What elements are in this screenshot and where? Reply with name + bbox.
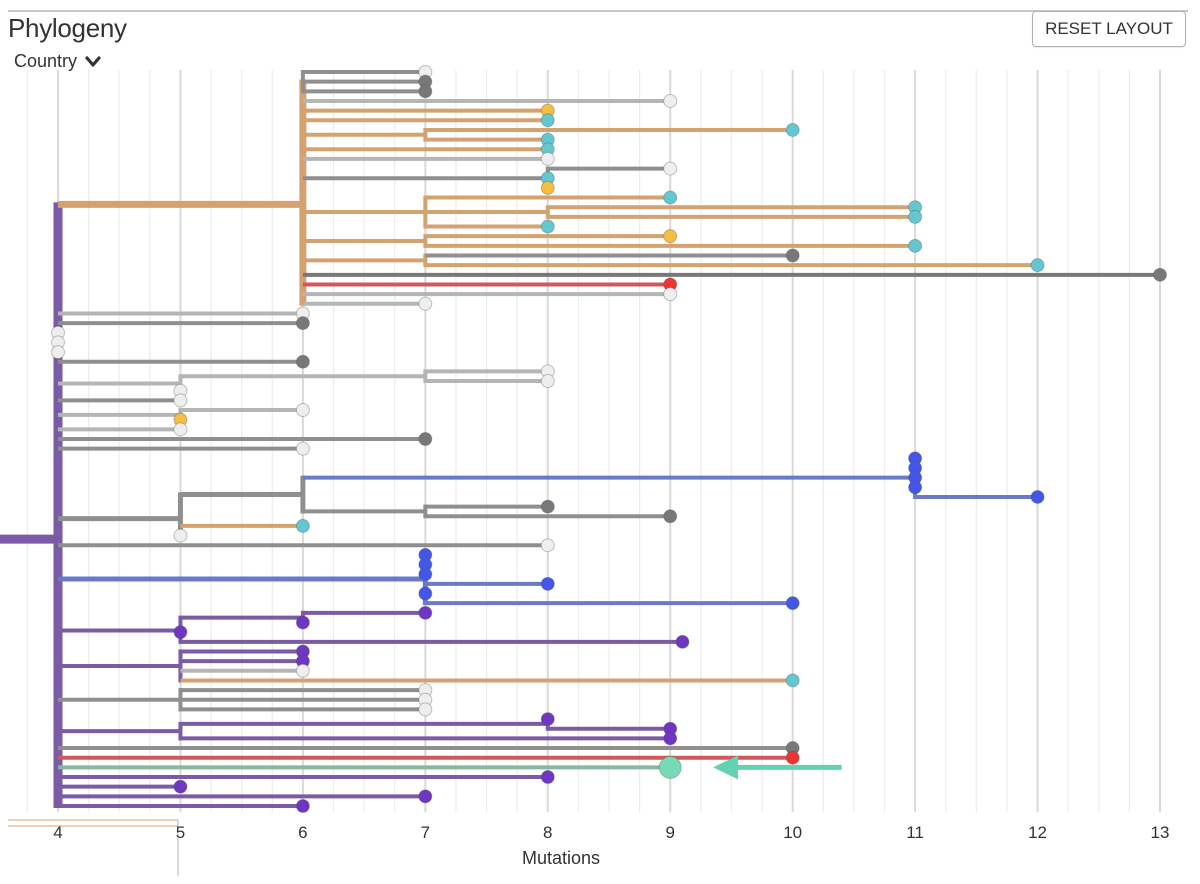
tip-node [908,480,923,495]
tip-node [663,731,678,746]
tip-node [540,576,555,591]
tip-node [785,248,800,263]
highlight-arrow-head [713,755,739,780]
x-axis-title: Mutations [522,848,600,868]
x-tick-label: 12 [1028,823,1047,842]
color-by-dropdown[interactable]: Country [14,51,101,72]
tip-node [908,209,923,224]
tip-node [173,779,188,794]
tip-node [785,596,800,611]
tip-node [663,229,678,244]
x-tick-label: 9 [665,823,674,842]
tip-node [540,151,555,166]
tip-node [295,441,310,456]
tip-node [1153,267,1167,282]
tip-node [663,93,678,108]
reset-layout-button[interactable]: RESET LAYOUT [1032,11,1186,47]
tip-node [663,287,678,302]
tip-node [295,615,310,630]
tip-node [540,712,555,727]
branches [0,70,1160,808]
tip-node [540,113,555,128]
tip-node [785,750,800,765]
panel-title: Phylogeny [8,13,127,43]
tip-node [295,403,310,418]
tip-node [418,702,433,717]
tip-node [295,518,310,533]
tip-node [658,755,682,779]
tip-node [540,499,555,514]
tip-node [663,190,678,205]
x-tick-label: 13 [1151,823,1170,842]
tip-node [173,625,188,640]
tip-node [908,238,923,253]
tip-node [540,538,555,553]
tip-node [675,634,690,649]
tip-node [418,567,433,582]
tip-node [418,432,433,446]
tip-node [418,789,433,804]
tip-node [295,799,310,813]
tip-node [785,673,800,688]
x-tick-label: 10 [783,823,802,842]
x-tick-label: 4 [53,823,62,842]
chevron-down-icon [85,55,101,67]
tip-node [418,84,433,99]
x-tick-label: 7 [421,823,430,842]
tip-node [418,586,433,601]
tip-node [1030,258,1045,273]
color-by-label: Country [14,51,78,71]
tip-node [1030,489,1045,504]
x-tick-label: 11 [906,823,924,842]
tip-node [418,605,433,620]
top-divider [8,10,1188,12]
tip-node [173,528,188,543]
overlay [713,755,842,780]
x-tick-label: 5 [176,823,185,842]
tip-node [51,345,65,360]
x-tick-label: 6 [298,823,307,842]
tip-node [540,374,555,389]
tip-node [540,219,555,234]
x-axis: 4 5 6 7 8 9 10 11 12 13 Mutations [8,819,1170,876]
tip-node [295,354,310,369]
tip-node [418,296,433,311]
tip-node [663,509,678,524]
tip-node [173,393,188,408]
tip-node [785,122,800,137]
tip-node [540,770,555,785]
tips [51,65,1167,813]
tip-node [295,316,310,331]
tip-node [540,180,555,195]
tip-node [663,161,678,176]
x-tick-label: 8 [543,823,552,842]
tip-node [295,663,310,678]
tip-node [173,422,188,437]
